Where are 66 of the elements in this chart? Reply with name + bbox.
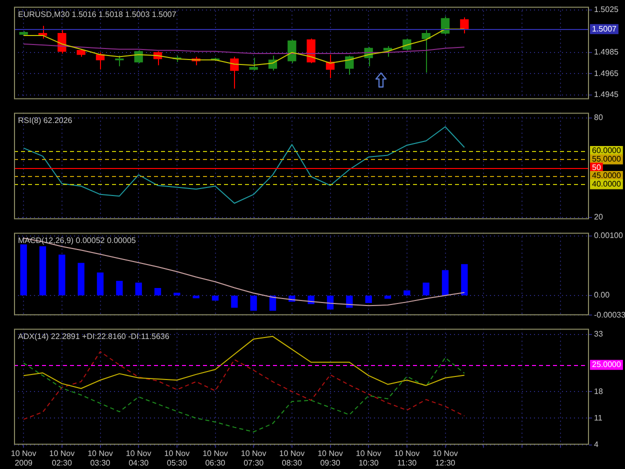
bar (404, 290, 410, 296)
bar (78, 262, 84, 296)
ref-line-label: 40.0000 (592, 179, 622, 188)
bar (96, 272, 104, 296)
x-tick-label: 10 Nov 03:30 (88, 448, 113, 468)
bar (250, 296, 257, 311)
y-tick-label: 80 (594, 112, 604, 122)
x-tick-label: 10 Nov 02:30 (49, 448, 75, 468)
x-tick-label: 10 Nov 04:30 (126, 448, 152, 468)
bar (326, 296, 334, 310)
bar (384, 296, 392, 299)
bar (58, 254, 66, 296)
ref-line-label: 50 (592, 162, 602, 172)
x-tick-label: 10 Nov 2009 (10, 448, 36, 468)
y-tick-label: -0.00033 (594, 310, 625, 320)
y-tick-label: 33 (594, 330, 604, 339)
x-tick-label: 10 Nov 07:30 (240, 448, 266, 468)
chart-title: RSI(8) 62.2026 (18, 116, 73, 126)
bar (422, 282, 430, 296)
bar (192, 296, 200, 298)
y-tick-label: 1.4945 (594, 90, 620, 100)
bar (174, 292, 180, 296)
bar (231, 296, 238, 308)
bar (346, 296, 353, 308)
candlestick (460, 16, 469, 34)
y-tick-label: 11 (594, 413, 603, 422)
bar (269, 296, 276, 311)
ref-line-label: 45.0000 (592, 171, 622, 180)
ref-line-label: 60.0000 (592, 146, 622, 156)
candlestick (134, 50, 143, 64)
x-tick-label: 10 Nov 12:30 (432, 448, 458, 468)
y-tick-label: 1.4985 (594, 48, 620, 57)
ref-line-label: 25.0000 (592, 360, 622, 370)
line-series (23, 357, 465, 432)
y-tick-label: 0.00100 (594, 230, 624, 240)
x-tick-label: 10 Nov 06:30 (202, 448, 228, 468)
candlestick (288, 39, 296, 64)
y-tick-label: 1.5025 (594, 5, 620, 14)
candlestick (422, 30, 430, 74)
y-tick-label: 18 (594, 386, 604, 396)
ref-line-label: 1.5007 (592, 24, 618, 34)
y-tick-label: 20 (594, 212, 604, 222)
ref-line-label: 55.0000 (592, 154, 622, 164)
bar (135, 282, 142, 296)
y-tick-label: 1.4965 (594, 68, 620, 78)
candlestick (326, 54, 335, 78)
x-tick-label: 10 Nov 05:30 (164, 448, 190, 468)
y-tick-label: 0.00 (594, 290, 610, 300)
x-tick-label: 10 Nov 09:30 (318, 448, 343, 468)
x-tick-label: 10 Nov 08:30 (279, 448, 305, 468)
line-series (23, 351, 465, 420)
bar (39, 246, 46, 296)
bar (365, 296, 372, 303)
bar (154, 288, 162, 296)
bar (461, 264, 468, 296)
x-tick-label: 10 Nov 11:30 (394, 448, 420, 468)
y-tick-label: 4 (594, 440, 599, 450)
chart-title: EURUSD,M30 1.5016 1.5018 1.5003 1.5007 (18, 10, 177, 20)
bar (20, 244, 27, 296)
bar (212, 296, 219, 301)
candlestick (249, 57, 258, 72)
candlestick (230, 56, 239, 90)
bar (442, 270, 449, 296)
chart-title: ADX(14) 22.2891 +DI:22.8160 -DI:11.5636 (18, 332, 170, 342)
x-tick-label: 10 Nov 10:30 (356, 448, 382, 468)
bar (116, 280, 123, 296)
